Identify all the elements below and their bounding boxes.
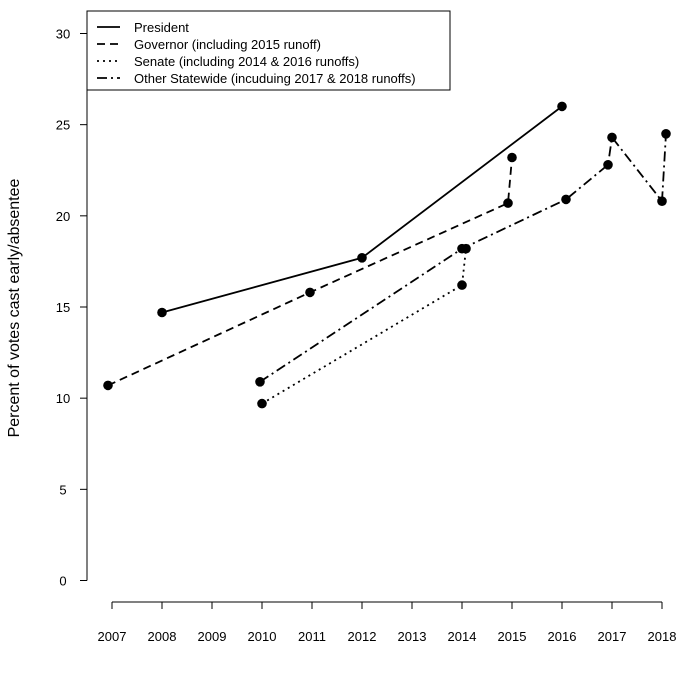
x-axis: 2007 2008 2009 2010 2011 2012 2013 2014 2015 2016… bbox=[98, 601, 677, 644]
series-solid bbox=[157, 101, 567, 318]
data-point bbox=[657, 196, 667, 206]
y-tick-label: 0 bbox=[59, 574, 66, 589]
data-point bbox=[157, 307, 167, 318]
y-tick-label: 25 bbox=[56, 118, 70, 133]
legend-label: Other Statewide (incuduing 2017 & 2018 r… bbox=[134, 71, 416, 86]
series-dotted bbox=[257, 243, 471, 409]
series-dashed bbox=[103, 152, 517, 391]
x-tick-label: 2010 bbox=[248, 629, 277, 644]
legend-label: Senate (including 2014 & 2016 runoffs) bbox=[134, 54, 359, 69]
data-point bbox=[255, 377, 265, 387]
series-line bbox=[259, 133, 667, 383]
data-point bbox=[305, 287, 315, 298]
data-point bbox=[661, 129, 671, 139]
x-tick-label: 2014 bbox=[448, 629, 477, 644]
data-point bbox=[457, 280, 467, 290]
data-point bbox=[507, 152, 517, 163]
y-tick-label: 15 bbox=[56, 300, 70, 315]
x-tick-label: 2017 bbox=[598, 629, 627, 644]
series-dashdot bbox=[255, 129, 671, 387]
y-tick-label: 20 bbox=[56, 209, 70, 224]
series-line bbox=[107, 157, 513, 387]
data-point bbox=[103, 380, 113, 391]
legend: President Governor (including 2015 runoff… bbox=[86, 10, 451, 91]
x-tick-label: 2011 bbox=[298, 629, 326, 644]
series-line bbox=[161, 105, 563, 314]
legend-label: Governor (including 2015 runoff) bbox=[134, 37, 321, 52]
x-tick-label: 2012 bbox=[348, 629, 377, 644]
x-tick-label: 2015 bbox=[498, 629, 527, 644]
data-point bbox=[357, 252, 367, 263]
y-tick-label: 10 bbox=[56, 391, 70, 406]
data-point bbox=[561, 194, 571, 205]
series-line bbox=[261, 248, 467, 405]
x-tick-label: 2018 bbox=[648, 629, 677, 644]
data-point bbox=[457, 243, 467, 254]
data-point bbox=[607, 132, 617, 143]
y-axis-title: Percent of votes cast early/absentee bbox=[6, 178, 23, 437]
y-axis: 0 5 10 15 20 25 30 bbox=[56, 27, 88, 589]
x-tick-label: 2013 bbox=[398, 629, 427, 644]
legend-label: President bbox=[134, 20, 189, 35]
data-point bbox=[257, 398, 267, 409]
data-point bbox=[557, 101, 567, 112]
legend-box bbox=[86, 10, 451, 91]
data-point bbox=[503, 198, 513, 208]
x-tick-label: 2009 bbox=[198, 629, 227, 644]
y-tick-label: 30 bbox=[56, 27, 70, 42]
y-tick-label: 5 bbox=[59, 482, 66, 497]
data-point bbox=[603, 160, 613, 170]
series-layer bbox=[103, 101, 671, 409]
x-tick-label: 2016 bbox=[548, 629, 577, 644]
x-tick-label: 2007 bbox=[98, 629, 127, 644]
x-tick-label: 2008 bbox=[148, 629, 177, 644]
